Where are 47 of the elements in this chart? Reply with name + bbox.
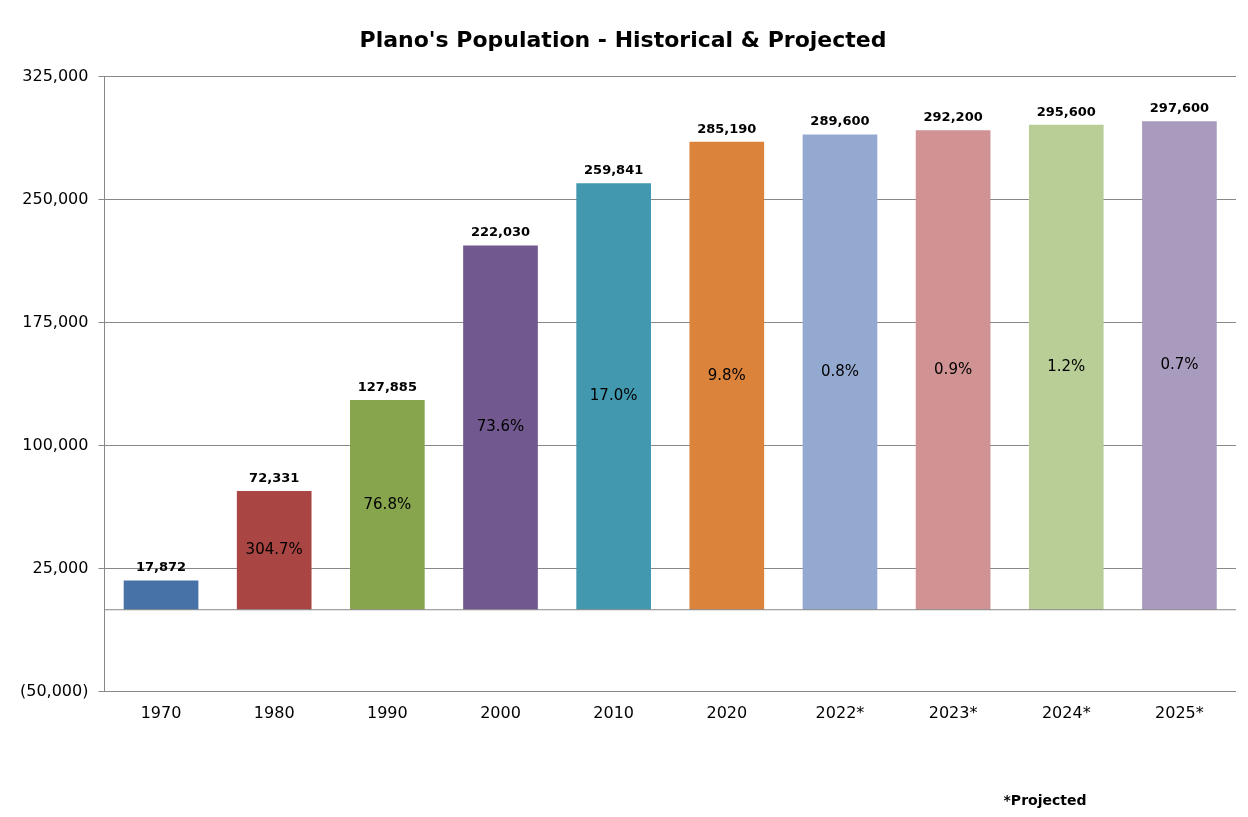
y-tick-label: 325,000 (22, 65, 89, 85)
bar (1142, 121, 1217, 610)
annotation: 73.6% (476, 417, 525, 436)
y-tick-label: 175,000 (22, 311, 89, 331)
y-tick-label: (50,000) (20, 680, 89, 700)
y-tick-label: 250,000 (22, 188, 89, 208)
bar (1028, 124, 1104, 610)
bar (463, 245, 538, 610)
data-label: 285,190 (697, 120, 757, 136)
annotation: 304.7% (245, 540, 303, 559)
annotation: 76.8% (363, 494, 412, 513)
x-tick-label: 2010 (593, 702, 635, 722)
annotation: 17.0% (589, 386, 638, 405)
data-label: 127,885 (357, 378, 417, 394)
annotation: 1.2% (1047, 357, 1086, 376)
bar (236, 491, 312, 610)
y-tick-label: 100,000 (22, 434, 89, 454)
data-label: 297,600 (1149, 100, 1210, 116)
x-tick-label: 2022* (815, 702, 865, 722)
annotation: 0.7% (1160, 355, 1199, 374)
annotation: 9.8% (707, 365, 746, 384)
x-tick-label: 2024* (1041, 702, 1091, 722)
x-tick-label: 1970 (140, 702, 182, 722)
text: *Projected (1003, 791, 1087, 808)
x-tick-label: 1990 (366, 702, 408, 722)
bar (123, 580, 199, 610)
bar (915, 130, 991, 610)
annotation: 0.9% (934, 359, 973, 378)
x-tick-label: 2025* (1155, 702, 1204, 722)
bar (689, 141, 765, 610)
y-tick-label: 25,000 (32, 557, 89, 577)
data-label: 259,841 (584, 162, 644, 178)
x-tick-label: 2023* (928, 702, 978, 722)
chart-title: Plano's Population - Historical & Projected (359, 26, 887, 52)
x-tick-label: 2000 (480, 702, 521, 722)
bar (576, 183, 651, 610)
data-label: 72,331 (249, 469, 300, 485)
data-label: 292,200 (923, 109, 983, 125)
data-label: 222,030 (470, 224, 531, 240)
bar (350, 399, 425, 610)
annotation: 0.8% (820, 362, 860, 381)
data-label: 289,600 (810, 113, 870, 129)
data-label: 295,600 (1036, 103, 1096, 119)
data-label: 17,872 (135, 559, 187, 575)
bar (802, 134, 878, 610)
x-tick-label: 2020 (706, 702, 748, 722)
x-tick-label: 1980 (253, 702, 295, 722)
